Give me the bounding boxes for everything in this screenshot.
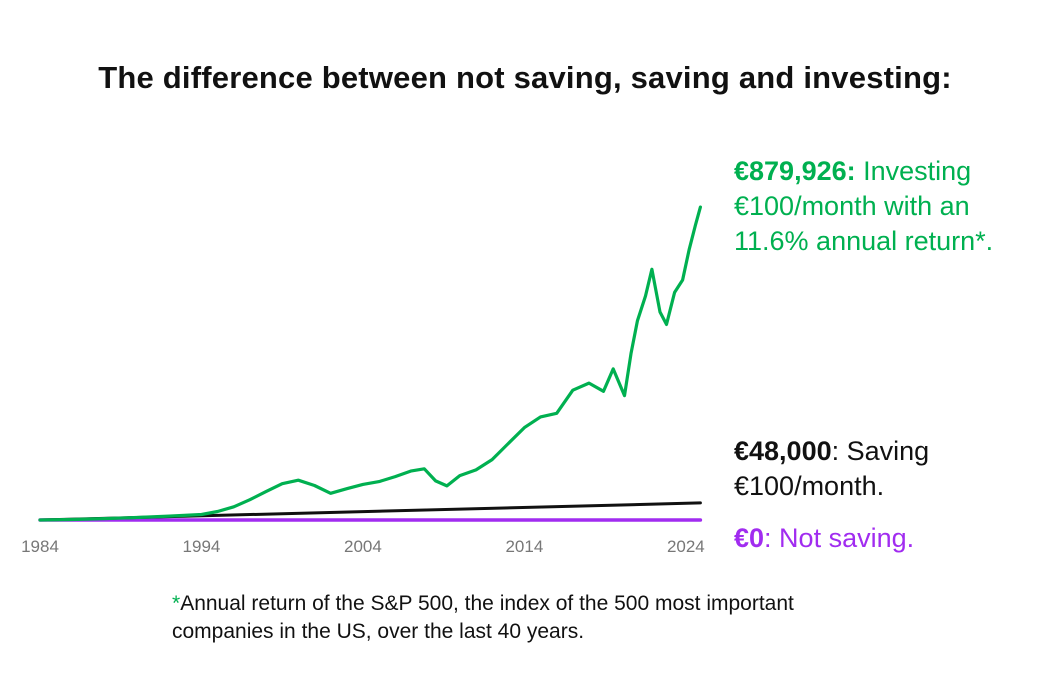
x-axis-ticks: 1984 1994 2004 2014 2024 [21,537,705,556]
investing-line [38,205,702,522]
x-tick-2004: 2004 [344,537,382,556]
investing-text: Investing €100/month with an 11.6% annua… [734,156,994,256]
footnote: *Annual return of the S&P 500, the index… [172,590,892,646]
not-saving-annotation: €0: Not saving. [734,521,1034,556]
chart-lines [38,205,703,522]
not-saving-value: €0 [734,523,765,553]
footnote-star: * [172,592,181,615]
chart-title: The difference between not saving, savin… [98,60,952,95]
saving-value: €48,000 [734,436,832,466]
investing-value: €879,926: [734,156,856,186]
x-tick-1984: 1984 [21,537,59,556]
saving-text: : Saving €100/month. [734,436,930,501]
not-saving-text: : Not saving. [764,523,915,553]
saving-annotation: €48,000: Saving €100/month. [734,434,994,504]
x-tick-1994: 1994 [183,537,221,556]
x-tick-2014: 2014 [505,537,543,556]
investing-annotation: €879,926: Investing €100/month with an 1… [734,154,1034,259]
footnote-text: Annual return of the S&P 500, the index … [172,592,794,643]
x-tick-2024: 2024 [667,537,705,556]
